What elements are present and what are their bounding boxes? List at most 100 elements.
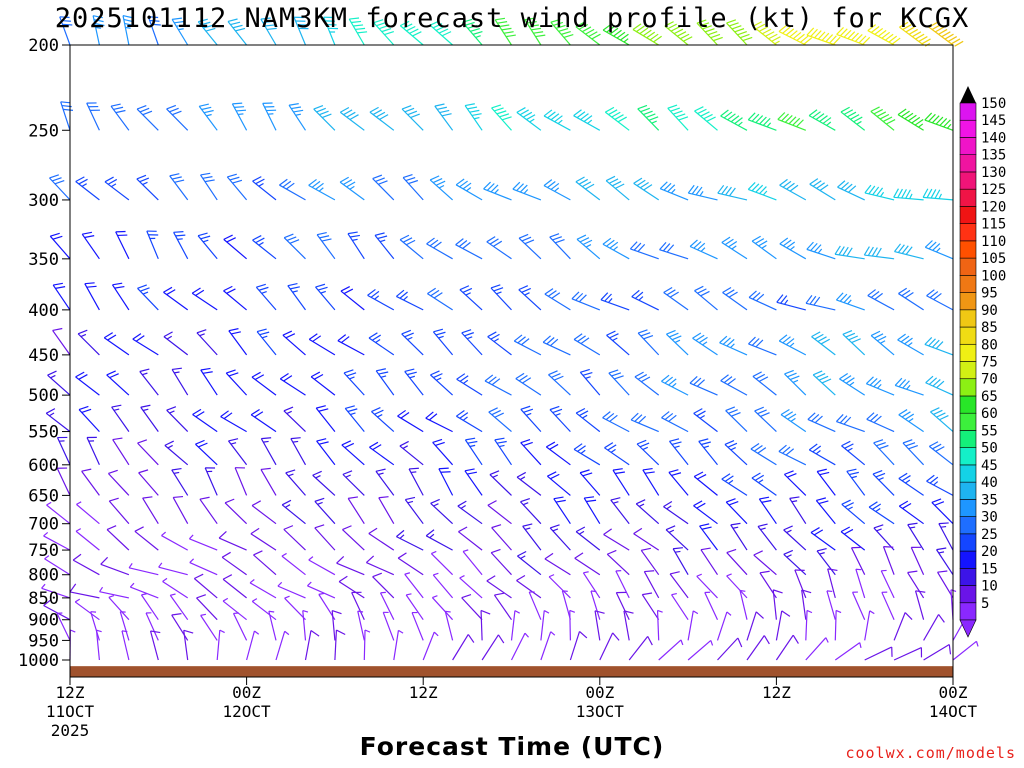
barb-half bbox=[438, 335, 444, 339]
credit-link[interactable]: coolwx.com/models bbox=[845, 744, 1016, 762]
wind-barb bbox=[864, 184, 895, 201]
barb-flag bbox=[881, 31, 891, 39]
barb-staff bbox=[293, 17, 307, 46]
wind-barb bbox=[784, 369, 807, 396]
barb-staff bbox=[837, 186, 865, 201]
barb-staff bbox=[488, 411, 512, 433]
barb-staff bbox=[700, 549, 719, 576]
barb-staff bbox=[517, 555, 542, 576]
barb-flag bbox=[287, 283, 298, 287]
wind-barb bbox=[516, 107, 542, 131]
wind-barb bbox=[518, 233, 542, 260]
barb-flag bbox=[904, 612, 913, 620]
wind-barb bbox=[431, 595, 454, 621]
barb-flag bbox=[282, 330, 293, 336]
barb-flag bbox=[200, 21, 211, 26]
barb-flag bbox=[139, 368, 150, 373]
barb-flag bbox=[374, 232, 385, 236]
barb-half bbox=[938, 193, 942, 199]
barb-half bbox=[320, 290, 326, 294]
barb-half bbox=[699, 414, 705, 419]
barb-staff bbox=[778, 30, 807, 46]
wind-barb bbox=[491, 524, 512, 551]
colorbar-swatch bbox=[959, 412, 977, 431]
barb-flag bbox=[555, 238, 565, 244]
wind-barb bbox=[772, 589, 783, 620]
barb-flag bbox=[898, 472, 908, 480]
barb-flag bbox=[93, 18, 104, 23]
barb-flag bbox=[497, 634, 505, 644]
wind-barb bbox=[893, 188, 924, 201]
barb-half bbox=[307, 581, 312, 587]
barb-half bbox=[492, 474, 498, 478]
barb-flag bbox=[310, 371, 321, 378]
barb-flag bbox=[252, 235, 262, 241]
wind-barb bbox=[897, 108, 924, 131]
wind-barb bbox=[200, 367, 218, 396]
barb-flag bbox=[60, 101, 71, 104]
barb-staff bbox=[461, 332, 483, 356]
barb-flag bbox=[659, 241, 667, 251]
wind-barb bbox=[722, 286, 748, 311]
wind-barb bbox=[484, 374, 512, 396]
wind-barb bbox=[893, 612, 913, 641]
barb-half bbox=[881, 591, 888, 593]
barb-half bbox=[935, 247, 941, 253]
barb-half bbox=[288, 473, 294, 477]
wind-barb bbox=[548, 574, 571, 599]
barb-staff bbox=[487, 336, 512, 356]
barb-staff bbox=[594, 610, 601, 641]
barb-flag bbox=[490, 184, 499, 193]
barb-half bbox=[178, 28, 184, 31]
wind-barb bbox=[455, 178, 483, 201]
barb-staff bbox=[430, 553, 454, 576]
barb-staff bbox=[283, 410, 306, 433]
wind-barb bbox=[357, 610, 365, 641]
wind-barb bbox=[924, 337, 954, 356]
barb-staff bbox=[605, 180, 630, 201]
barb-staff bbox=[805, 302, 836, 311]
barb-flag bbox=[369, 106, 379, 113]
barb-flag bbox=[758, 26, 769, 32]
wind-barb bbox=[779, 237, 807, 260]
barb-flag bbox=[789, 496, 800, 499]
barb-flag bbox=[695, 186, 703, 196]
colorbar-label: 5 bbox=[981, 596, 989, 612]
barb-staff bbox=[544, 558, 571, 576]
barb-flag bbox=[553, 496, 564, 500]
barb-flag bbox=[171, 613, 182, 616]
barb-flag bbox=[843, 29, 852, 38]
barb-flag bbox=[762, 28, 772, 35]
barb-flag bbox=[872, 186, 880, 196]
barb-flag bbox=[821, 378, 832, 384]
barb-staff bbox=[304, 630, 312, 661]
barb-flag bbox=[915, 33, 925, 40]
barb-flag bbox=[930, 407, 940, 413]
barb-flag bbox=[164, 440, 174, 446]
wind-barb bbox=[464, 103, 483, 131]
wind-barb bbox=[340, 286, 365, 311]
wind-barb bbox=[725, 498, 748, 525]
wind-barb bbox=[252, 235, 277, 260]
barb-staff bbox=[260, 469, 277, 496]
wind-barb bbox=[668, 469, 689, 496]
barb-half bbox=[674, 339, 681, 344]
barb-staff bbox=[777, 118, 807, 131]
barb-flag bbox=[283, 233, 294, 239]
barb-flag bbox=[615, 471, 625, 475]
barb-flag bbox=[912, 31, 922, 38]
barb-flag bbox=[561, 30, 571, 35]
barb-staff bbox=[368, 533, 395, 551]
barb-flag bbox=[943, 119, 951, 128]
wind-barb bbox=[221, 551, 247, 576]
barb-staff bbox=[228, 330, 248, 356]
barb-flag bbox=[700, 547, 711, 551]
barb-flag bbox=[782, 26, 791, 34]
barb-flag bbox=[722, 286, 732, 294]
barb-half bbox=[149, 237, 156, 240]
wind-barb bbox=[931, 498, 954, 525]
barb-flag bbox=[406, 239, 416, 246]
barb-half bbox=[318, 592, 325, 595]
wind-barb bbox=[216, 629, 225, 661]
barb-flag bbox=[427, 287, 436, 295]
